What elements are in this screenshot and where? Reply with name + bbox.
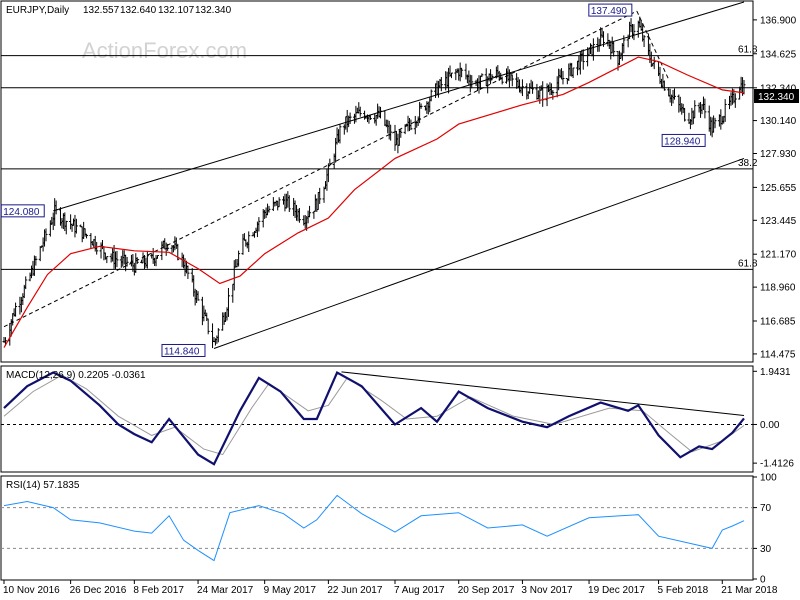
price-y-tick-label: 132.340 [760, 83, 797, 94]
fib-level-label: 38.2 [738, 158, 758, 169]
x-tick-label: 5 Feb 2018 [658, 585, 709, 596]
price-annotation-label: 124.080 [3, 207, 40, 218]
channel-upper-line [53, 1, 745, 212]
price-y-tick-label: 136.900 [760, 15, 797, 26]
rsi-title: RSI(14) 57.1835 [6, 480, 80, 491]
rsi-y-tick-label: 30 [760, 544, 772, 555]
x-tick-label: 10 Nov 2016 [3, 585, 60, 596]
price-annotation-box [588, 3, 633, 17]
swing-dashed-line [636, 10, 670, 80]
price-y-tick-label: 123.445 [760, 216, 797, 227]
price-y-tick-label: 130.140 [760, 116, 797, 127]
price-annotation-label: 114.840 [164, 346, 200, 357]
fib-level-label: 61.8 [738, 45, 758, 56]
price-y-tick-label: 116.685 [760, 317, 796, 328]
macd-y-tick-label: 1.9431 [760, 367, 791, 378]
price-annotation-label: 128.940 [664, 136, 701, 147]
price-annotation-box [0, 204, 45, 218]
price-y-tick-label: 134.625 [760, 49, 797, 60]
price-y-tick-label: 121.170 [760, 250, 797, 261]
macd-y-tick-label: 0.00 [760, 420, 780, 431]
rsi-y-tick-label: 70 [760, 503, 772, 514]
ohlc-high: 132.640 [120, 5, 157, 16]
x-tick-label: 21 Mar 2018 [721, 585, 778, 596]
macd-signal-line [3, 374, 745, 456]
moving-average-line [3, 56, 745, 348]
x-tick-label: 22 Jun 2017 [327, 585, 382, 596]
channel-mid-dashed-line [3, 10, 638, 328]
macd-main-line [3, 370, 745, 466]
macd-pane-frame [0, 365, 754, 473]
price-annotation-box [661, 133, 706, 147]
fib-level-label: 61.8 [738, 258, 758, 269]
x-tick-label: 24 Mar 2017 [197, 585, 254, 596]
ohlc-low: 132.107 [158, 5, 195, 16]
x-tick-label: 19 Dec 2017 [588, 585, 645, 596]
rsi-line [3, 494, 745, 562]
channel-lower-line [213, 157, 745, 349]
price-y-tick-label: 125.655 [760, 183, 797, 194]
x-tick-label: 8 Feb 2017 [133, 585, 184, 596]
price-y-tick-label: 118.960 [760, 283, 796, 294]
macd-title: MACD(12,26,9) 0.2205 -0.0361 [6, 370, 146, 381]
price-annotation-label: 137.490 [591, 6, 628, 17]
ohlc-open: 132.557 [83, 5, 120, 16]
ohlc-close: 132.340 [195, 5, 232, 16]
macd-y-tick-label: -1.4126 [760, 459, 794, 470]
rsi-y-tick-label: 0 [760, 575, 766, 586]
x-tick-label: 7 Aug 2017 [394, 585, 445, 596]
x-tick-label: 9 May 2017 [264, 585, 317, 596]
x-tick-label: 3 Nov 2017 [521, 585, 573, 596]
last-price-label: 132.340 [758, 92, 795, 103]
macd-trendline [341, 371, 745, 416]
chart-title: EURJPY,Daily [6, 5, 69, 16]
price-pane-frame [0, 0, 754, 363]
price-y-tick-label: 114.475 [760, 349, 796, 360]
x-tick-label: 26 Dec 2016 [70, 585, 127, 596]
rsi-pane-frame [0, 475, 754, 581]
watermark: ActionForex.com [82, 38, 247, 63]
price-annotation-box [161, 343, 206, 357]
price-y-tick-label: 127.930 [760, 149, 797, 160]
x-tick-label: 20 Sep 2017 [458, 585, 515, 596]
last-price-marker [754, 89, 799, 103]
rsi-y-tick-label: 100 [760, 473, 777, 484]
